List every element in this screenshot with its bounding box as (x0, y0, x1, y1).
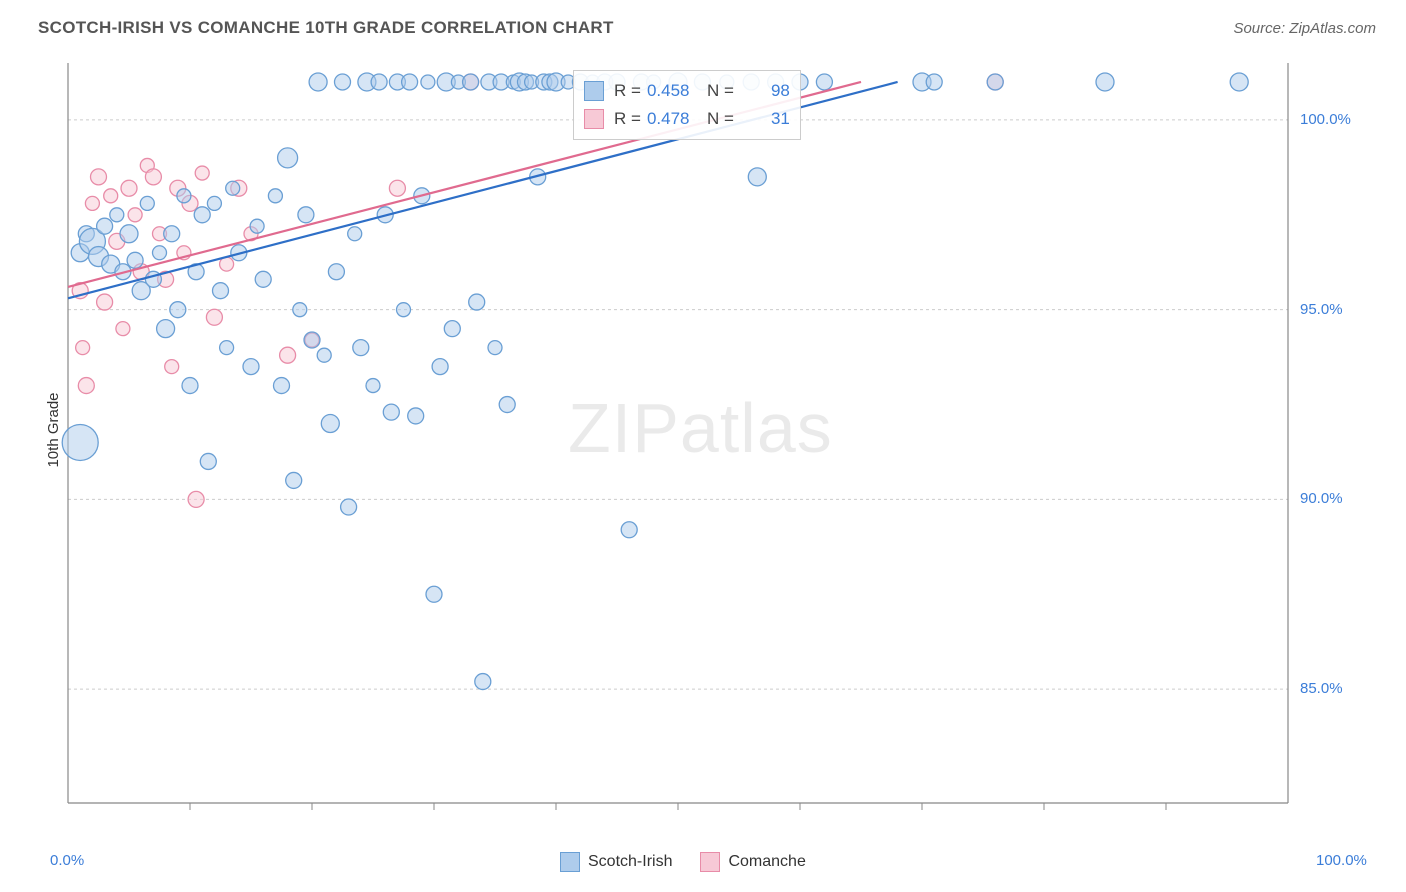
series-legend: Scotch-Irish Comanche (560, 852, 806, 872)
y-tick-3: 100.0% (1300, 111, 1351, 128)
swatch-icon (560, 852, 580, 872)
legend-item-comanche: Comanche (700, 852, 805, 872)
chart-plot-area: ZIPatlas R = 0.458 N = 98 R = 0.478 N = … (58, 58, 1368, 818)
y-tick-1: 90.0% (1300, 490, 1343, 507)
legend-row-comanche: R = 0.478 N = 31 (584, 105, 790, 133)
legend-item-scotch-irish: Scotch-Irish (560, 852, 672, 872)
chart-title: SCOTCH-IRISH VS COMANCHE 10TH GRADE CORR… (38, 18, 614, 38)
x-tick-min: 0.0% (50, 852, 84, 869)
swatch-icon (584, 81, 604, 101)
source-label: Source: ZipAtlas.com (1233, 20, 1376, 37)
scatter-svg (58, 58, 1368, 818)
legend-row-scotch-irish: R = 0.458 N = 98 (584, 77, 790, 105)
y-tick-0: 85.0% (1300, 680, 1343, 697)
chart-header: SCOTCH-IRISH VS COMANCHE 10TH GRADE CORR… (38, 18, 1376, 38)
y-tick-2: 95.0% (1300, 301, 1343, 318)
swatch-icon (700, 852, 720, 872)
x-tick-max: 100.0% (1316, 852, 1367, 869)
correlation-legend: R = 0.458 N = 98 R = 0.478 N = 31 (573, 70, 801, 140)
swatch-icon (584, 109, 604, 129)
